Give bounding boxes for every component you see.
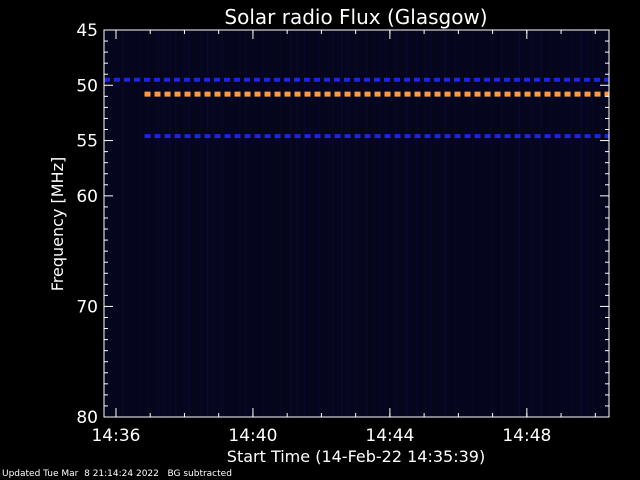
chart-title: Solar radio Flux (Glasgow) (224, 5, 487, 29)
plot-frame (103, 29, 610, 418)
x-tick-label-1436: 14:36 (91, 426, 140, 446)
x-axis-label: Start Time (14-Feb-22 14:35:39) (227, 447, 485, 466)
y-tick-label-70: 70 (76, 297, 98, 317)
x-tick-label-1448: 14:48 (502, 426, 551, 446)
footer-updated: Updated Tue Mar 8 21:14:24 2022 (2, 469, 159, 479)
y-tick-label-60: 60 (76, 187, 98, 207)
y-tick-label-80: 80 (76, 408, 98, 428)
y-tick-label-45: 45 (76, 21, 98, 41)
footer-bg-note: BG subtracted (167, 469, 232, 479)
x-tick-label-1444: 14:44 (365, 426, 414, 446)
x-tick-label-1440: 14:40 (228, 426, 277, 446)
y-tick-label-55: 55 (76, 132, 98, 152)
footer-status: Updated Tue Mar 8 21:14:24 2022 BG subtr… (2, 469, 232, 480)
y-axis-label: Frequency [MHz] (48, 157, 67, 291)
y-tick-label-50: 50 (76, 76, 98, 96)
spectrogram-noise (107, 30, 609, 417)
